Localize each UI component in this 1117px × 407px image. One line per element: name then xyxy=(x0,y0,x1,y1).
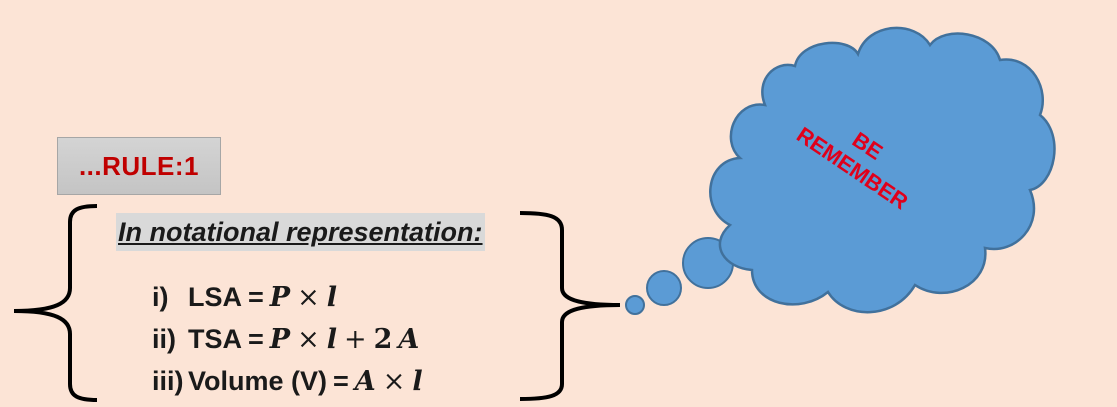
right-curly-brace xyxy=(519,211,621,401)
formula-equals: = xyxy=(333,365,349,396)
formula-var-a: P xyxy=(269,323,291,355)
formula-op1: × xyxy=(297,323,320,355)
formula-lsa: i) LSA = P × l xyxy=(152,278,337,316)
heading-highlight: In notational representation: xyxy=(116,213,485,251)
formula-var-b: l xyxy=(326,281,337,313)
formula-lhs: TSA xyxy=(188,323,242,354)
formula-number: ii) xyxy=(152,323,176,354)
formula-volume: iii) Volume (V) = A × l xyxy=(152,362,423,400)
thought-cloud xyxy=(709,26,1056,314)
formula-var-a: A xyxy=(354,365,376,397)
formula-number: i) xyxy=(152,281,169,312)
formula-var-a: P xyxy=(269,281,291,313)
formula-equals: = xyxy=(248,281,264,312)
formula-op2: + xyxy=(343,323,367,355)
formula-var-d: A xyxy=(398,323,420,355)
formula-op1: × xyxy=(382,365,406,397)
formula-equals: = xyxy=(248,323,264,354)
formula-lhs: LSA xyxy=(188,281,242,312)
heading-text: In notational representation: xyxy=(118,216,483,247)
rule-badge: ...RULE:1 xyxy=(57,137,221,195)
left-curly-brace xyxy=(13,204,98,402)
formula-op1: × xyxy=(297,281,320,313)
thought-bubble-small xyxy=(625,295,645,315)
formula-coefficient: 2 xyxy=(373,323,393,355)
formula-var-b: l xyxy=(412,365,423,397)
formula-var-b: l xyxy=(326,323,337,355)
formula-lhs: Volume (V) xyxy=(188,365,328,396)
rule-label: ...RULE:1 xyxy=(78,150,200,181)
formula-number: iii) xyxy=(152,365,184,396)
formula-tsa: ii) TSA = P × l + 2 A xyxy=(152,320,419,358)
thought-bubble-medium xyxy=(646,270,682,306)
